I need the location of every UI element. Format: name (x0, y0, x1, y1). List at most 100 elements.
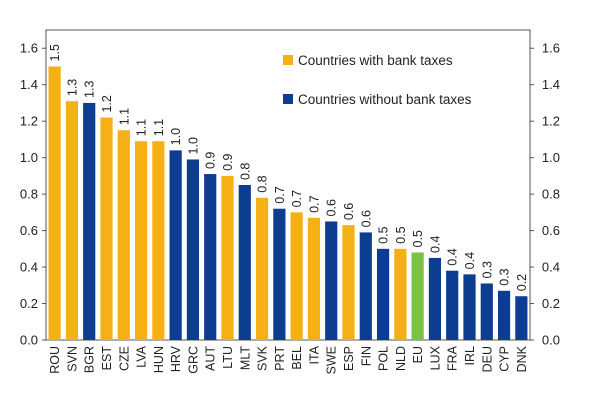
y-tick-label-right: 1.2 (542, 114, 560, 129)
category-label-cyp: CYP (498, 346, 512, 372)
category-label-hrv: HRV (169, 345, 183, 372)
data-label-rou: 1.5 (48, 44, 62, 61)
y-tick-label-left: 1.2 (20, 114, 38, 129)
plot-frame (45, 29, 531, 341)
bar-cze (117, 130, 130, 340)
data-label-pol: 0.5 (377, 226, 391, 243)
category-label-deu: DEU (480, 346, 494, 372)
y-tick-label-right: 0.6 (542, 223, 560, 238)
y-tick-label-left: 1.4 (20, 77, 38, 92)
y-tick-label-right: 0.4 (542, 260, 560, 275)
data-label-swe: 0.6 (325, 199, 339, 216)
category-label-eu: EU (411, 346, 425, 363)
category-label-est: EST (100, 346, 114, 371)
bar-irl (463, 274, 476, 340)
data-label-svn: 1.3 (65, 79, 79, 96)
data-label-est: 1.2 (100, 95, 114, 112)
bar-nld (394, 248, 407, 340)
category-label-rou: ROU (48, 346, 62, 374)
data-label-ita: 0.7 (307, 195, 321, 212)
y-tick-label-left: 1.6 (20, 41, 38, 56)
data-label-irl: 0.4 (463, 252, 477, 269)
category-label-pol: POL (377, 346, 391, 371)
bar-ltu (221, 175, 234, 340)
data-label-grc: 1.0 (186, 137, 200, 154)
data-label-svk: 0.8 (256, 175, 270, 192)
data-label-hrv: 1.0 (169, 128, 183, 145)
data-label-cyp: 0.3 (498, 268, 512, 285)
category-label-nld: NLD (394, 346, 408, 371)
bar-prt (273, 208, 286, 340)
data-label-hun: 1.1 (152, 119, 166, 136)
legend-label-notax: Countries without bank taxes (298, 92, 472, 107)
category-label-cze: CZE (117, 346, 131, 371)
legend-label-tax: Countries with bank taxes (298, 53, 453, 68)
y-tick-label-right: 0.2 (542, 296, 560, 311)
bar-lva (134, 141, 148, 340)
y-tick-label-left: 0.8 (20, 187, 38, 202)
category-label-fra: FRA (446, 345, 460, 371)
data-label-prt: 0.7 (273, 186, 287, 203)
bar-deu (480, 283, 493, 340)
bar-mlt (238, 185, 251, 340)
category-label-fin: FIN (359, 346, 373, 366)
category-label-svk: SVK (256, 345, 270, 371)
data-label-esp: 0.6 (342, 203, 356, 220)
data-label-fin: 0.6 (359, 210, 373, 227)
data-label-eu: 0.5 (411, 230, 425, 247)
category-label-prt: PRT (273, 346, 287, 371)
category-label-bgr: BGR (83, 346, 97, 373)
data-label-aut: 0.9 (204, 152, 218, 169)
data-label-dnk: 0.2 (515, 274, 529, 291)
category-label-ltu: LTU (221, 346, 235, 369)
y-tick-label-left: 0.2 (20, 296, 38, 311)
y-tick-label-left: 0.6 (20, 223, 38, 238)
category-label-irl: IRL (463, 346, 477, 366)
bar-esp (342, 225, 355, 340)
bar-hrv (169, 150, 182, 340)
bar-bgr (83, 102, 96, 340)
bar-fin (359, 232, 372, 340)
data-label-fra: 0.4 (446, 248, 460, 265)
data-label-mlt: 0.8 (238, 163, 252, 180)
category-label-esp: ESP (342, 346, 356, 371)
bar-swe (325, 221, 338, 340)
category-label-lva: LVA (135, 345, 149, 367)
bar-eu (411, 252, 424, 340)
y-tick-label-right: 0.0 (542, 333, 560, 348)
data-label-lux: 0.4 (428, 236, 442, 253)
category-label-svn: SVN (65, 346, 79, 372)
bar-rou (48, 66, 61, 340)
bar-svn (65, 101, 79, 341)
bar-svk (255, 197, 269, 340)
data-label-nld: 0.5 (394, 226, 408, 243)
category-label-lux: LUX (428, 345, 442, 370)
bar-grc (186, 159, 200, 340)
category-label-ita: ITA (307, 345, 321, 364)
category-label-dnk: DNK (515, 345, 529, 372)
y-tick-label-right: 0.8 (542, 187, 560, 202)
y-tick-label-left: 0.0 (20, 333, 38, 348)
category-label-swe: SWE (325, 346, 339, 374)
data-label-lva: 1.1 (135, 119, 149, 136)
y-tick-label-left: 0.4 (20, 260, 38, 275)
data-label-bgr: 1.3 (83, 81, 97, 98)
legend-swatch-tax (283, 55, 293, 65)
category-label-aut: AUT (204, 346, 218, 371)
y-tick-label-right: 1.4 (542, 77, 560, 92)
bar-lux (428, 257, 442, 340)
bar-dnk (515, 296, 528, 340)
data-label-bel: 0.7 (290, 190, 304, 207)
category-label-bel: BEL (290, 346, 304, 370)
legend-swatch-notax (283, 94, 293, 104)
bar-est (100, 117, 113, 340)
bar-pol (376, 248, 390, 340)
bar-hun (152, 141, 165, 340)
bar-aut (204, 174, 217, 340)
data-label-ltu: 0.9 (221, 153, 235, 170)
bar-cyp (497, 290, 511, 340)
category-label-grc: GRC (186, 346, 200, 374)
y-tick-label-right: 1.0 (542, 150, 560, 165)
